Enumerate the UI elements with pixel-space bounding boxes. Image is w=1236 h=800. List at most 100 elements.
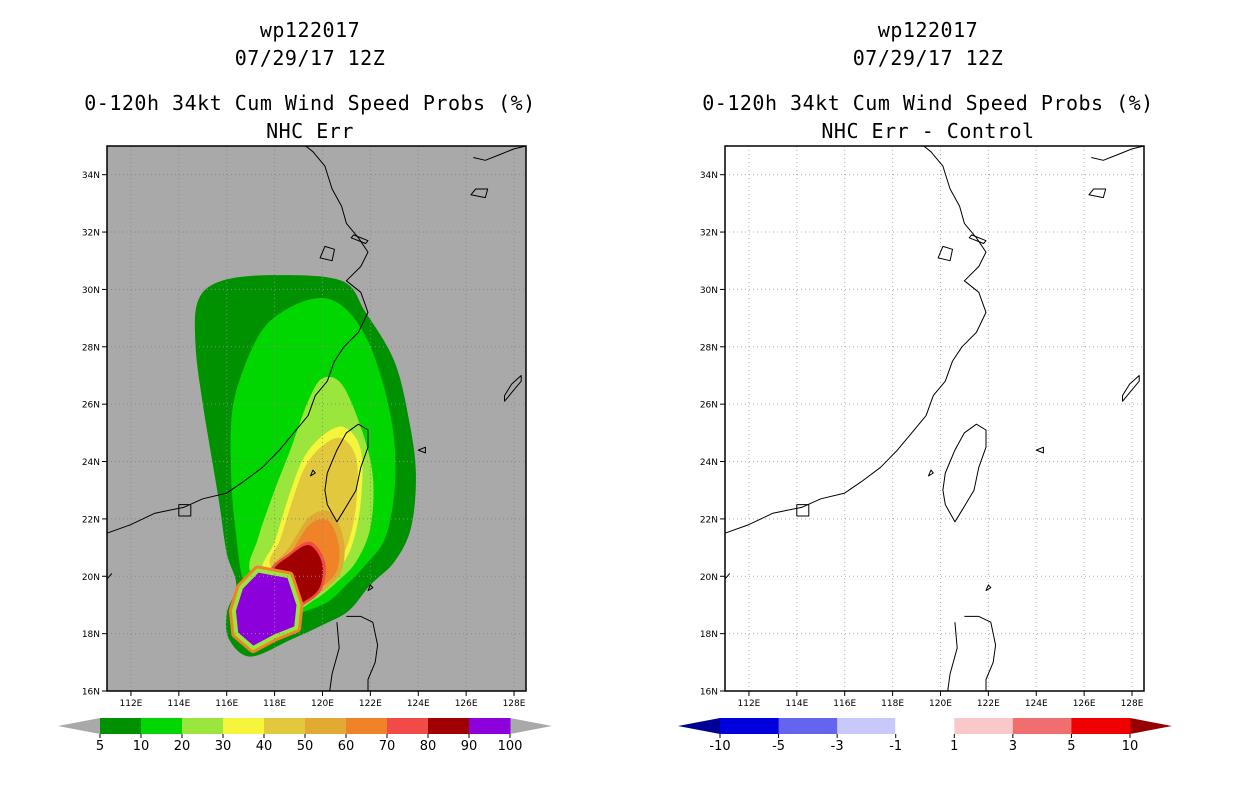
- right-cbar-box: [895, 717, 956, 735]
- left-coastline-jeju: [470, 188, 489, 199]
- left-cbar-label: 100: [498, 739, 523, 754]
- right-cbar-label: 10: [1122, 739, 1139, 754]
- right-lat-label: 32N: [700, 229, 718, 239]
- right-coastline-babuyan: [985, 584, 992, 592]
- right-header-datetime: 07/29/17 12Z: [852, 46, 1004, 70]
- right-coastline-chongming: [968, 234, 987, 244]
- right-cbar-label: -5: [772, 739, 785, 754]
- prob-contour-90: [231, 568, 301, 650]
- left-cbar-label: 10: [133, 739, 150, 754]
- left-cbar-label: 70: [379, 739, 396, 754]
- right-lon-label: 128E: [1121, 699, 1144, 709]
- left-cbar-box: [264, 718, 306, 734]
- left-cbar-label: 90: [461, 739, 478, 754]
- right-lon-label: 112E: [738, 699, 761, 709]
- left-cbar-label: 5: [96, 739, 104, 754]
- left-lat-label: 26N: [82, 401, 100, 411]
- right-lat-label: 26N: [700, 401, 718, 411]
- left-lon-label: 118E: [263, 699, 286, 709]
- left-lat-label: 20N: [82, 573, 100, 583]
- right-cbar-label: -10: [709, 739, 730, 754]
- left-coastline-yaeyama: [417, 446, 426, 454]
- right-map-frame: [724, 145, 1145, 692]
- right-cbar-label: 1: [950, 739, 958, 754]
- left-title: 0-120h 34kt Cum Wind Speed Probs (%): [84, 91, 536, 115]
- right-cbar-end-low: [678, 718, 720, 734]
- right-coastline-hainan_edge: [724, 573, 731, 580]
- right-lat-label: 18N: [700, 630, 718, 640]
- right-lon-label: 116E: [833, 699, 856, 709]
- left-coastline-taiwan: [324, 423, 369, 523]
- right-coastline-taiwan: [942, 423, 987, 523]
- right-lon-label: 122E: [977, 699, 1000, 709]
- left-cbar-box: [387, 718, 429, 734]
- left-cbar-box: [428, 718, 470, 734]
- right-coastline-penghu: [928, 469, 934, 477]
- right-lon-label: 120E: [929, 699, 952, 709]
- right-difference-map: 16N 18N 20N 22N 24N 26N 28N 30N 32N 34N 112E 114E 11…: [700, 145, 1145, 709]
- left-cbar-label: 80: [420, 739, 437, 754]
- left-lon-label: 128E: [503, 699, 526, 709]
- right-lat-label: 34N: [700, 171, 718, 181]
- left-coastline-penghu: [310, 469, 316, 477]
- right-coastline-taihu: [937, 245, 953, 262]
- right-subtitle: NHC Err - Control: [821, 119, 1035, 143]
- right-coastline-yaeyama: [1035, 446, 1044, 454]
- left-lat-label: 16N: [82, 688, 100, 698]
- left-lon-label: 120E: [311, 699, 334, 709]
- left-coastline-taihu: [319, 245, 335, 262]
- right-cbar-label: -3: [831, 739, 844, 754]
- left-lon-label: 122E: [359, 699, 382, 709]
- left-probability-map: 16N 18N 20N 22N 24N 26N 28N 30N 32N 34N 112E 114E 11…: [82, 145, 527, 709]
- left-cbar-box: [100, 718, 142, 734]
- right-coastline-korea_sw: [1091, 145, 1145, 161]
- left-map-frame: [106, 145, 527, 692]
- left-coastline-hk: [178, 504, 192, 517]
- right-cbar-box: [720, 718, 780, 734]
- left-lon-label: 126E: [455, 699, 478, 709]
- right-colorbar: -10 -5 -3 -1 1 3 5 10: [678, 717, 1172, 754]
- left-coastline-korea_sw: [473, 145, 527, 161]
- left-lat-label: 18N: [82, 630, 100, 640]
- left-cbar-box: [469, 718, 511, 734]
- right-lat-label: 30N: [700, 286, 718, 296]
- left-coastline-okinawa: [504, 375, 522, 402]
- left-cbar-label: 40: [256, 739, 273, 754]
- right-lon-label: 126E: [1073, 699, 1096, 709]
- left-subtitle: NHC Err: [266, 119, 354, 143]
- left-cbar-box: [305, 718, 347, 734]
- left-lat-label: 24N: [82, 458, 100, 468]
- right-lon-label: 124E: [1025, 699, 1048, 709]
- left-cbar-label: 30: [215, 739, 232, 754]
- right-cbar-label: 5: [1067, 739, 1075, 754]
- right-cbar-box: [1071, 718, 1131, 734]
- right-coastline-luzon: [947, 615, 997, 692]
- left-coastline-babuyan: [367, 584, 374, 592]
- right-lon-label: 118E: [881, 699, 904, 709]
- left-coastline-mainland: [106, 145, 369, 534]
- left-lat-label: 22N: [82, 515, 100, 525]
- left-cbar-box: [223, 718, 265, 734]
- left-lon-label: 114E: [167, 699, 190, 709]
- right-lat-label: 22N: [700, 515, 718, 525]
- left-lat-label: 28N: [82, 343, 100, 353]
- left-cbar-end-high: [510, 718, 552, 734]
- right-cbar-box: [778, 718, 838, 734]
- left-cbar-box: [182, 718, 224, 734]
- right-lon-label: 114E: [785, 699, 808, 709]
- left-header-storm-id: wp122017: [259, 18, 361, 42]
- left-lat-label: 32N: [82, 229, 100, 239]
- right-lat-label: 24N: [700, 458, 718, 468]
- right-lat-label: 20N: [700, 573, 718, 583]
- right-cbar-label: 3: [1009, 739, 1017, 754]
- left-coastline-chongming: [350, 234, 369, 244]
- left-cbar-box: [346, 718, 388, 734]
- right-coastline-hk: [796, 504, 810, 517]
- right-cbar-box: [837, 718, 897, 734]
- left-lon-label: 116E: [215, 699, 238, 709]
- left-cbar-label: 50: [297, 739, 314, 754]
- right-lat-label: 28N: [700, 343, 718, 353]
- right-map-background: [725, 146, 1144, 691]
- left-coastline-luzon: [329, 615, 379, 692]
- right-cbar-box: [1012, 718, 1072, 734]
